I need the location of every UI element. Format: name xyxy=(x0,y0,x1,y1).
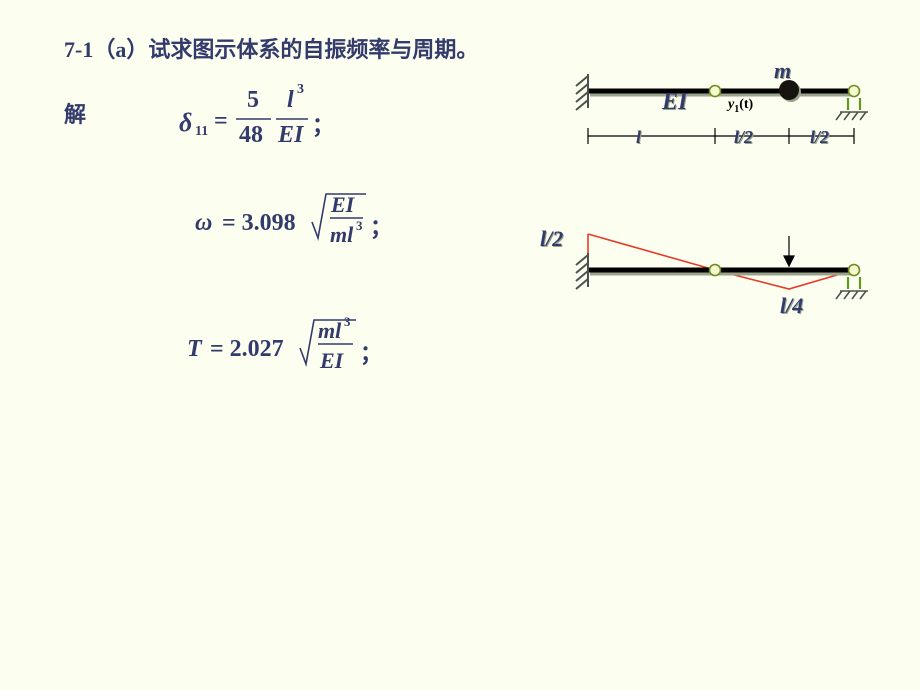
dim-l: l xyxy=(636,127,641,148)
diagram-bottom xyxy=(570,230,880,330)
moment-bot-label: l/4 xyxy=(780,293,803,319)
delta-sym: δ xyxy=(179,108,192,138)
mass-label: m xyxy=(774,58,791,84)
omega-sqrt-den-sup: 3 xyxy=(356,218,363,234)
T-coef: = 2.027 xyxy=(210,336,284,363)
eq1-num2: l xyxy=(287,87,294,114)
eq1-den1: 48 xyxy=(239,122,263,149)
problem-text: 7-1（a）试求图示体系的自振频率与周期。 xyxy=(64,32,478,64)
eq1-equals: = xyxy=(214,108,228,135)
eq1-num1: 5 xyxy=(247,87,259,114)
dim-l2-1: l/2 xyxy=(734,127,753,148)
moment-top-label: l/2 xyxy=(540,226,563,252)
eq1-semi: ； xyxy=(312,108,334,140)
eq1-fracbars xyxy=(236,118,316,122)
omega-sym: ω xyxy=(195,210,212,237)
eq3-semi: ； xyxy=(360,336,382,368)
diagram-top xyxy=(570,58,880,158)
dim-l2-2: l/2 xyxy=(810,127,829,148)
eq1-den2: EI xyxy=(278,122,303,149)
omega-sqrt-num: EI xyxy=(331,192,354,218)
T-sqrt-num-sup: 3 xyxy=(344,314,351,330)
T-sqrt-num: ml xyxy=(318,318,341,344)
solution-label: 解 xyxy=(64,97,86,129)
T-sqrt-den: EI xyxy=(320,348,343,374)
eq2-semi: ； xyxy=(370,210,392,242)
omega-coef: = 3.098 xyxy=(222,210,296,237)
EI-label: EI xyxy=(662,89,687,116)
y1t-label: y1(t) xyxy=(728,97,753,115)
eq1-num2-sup: 3 xyxy=(297,82,304,98)
T-sym: T xyxy=(187,336,202,363)
omega-sqrt-den: ml xyxy=(330,222,353,248)
delta-sub: 11 xyxy=(195,124,208,140)
